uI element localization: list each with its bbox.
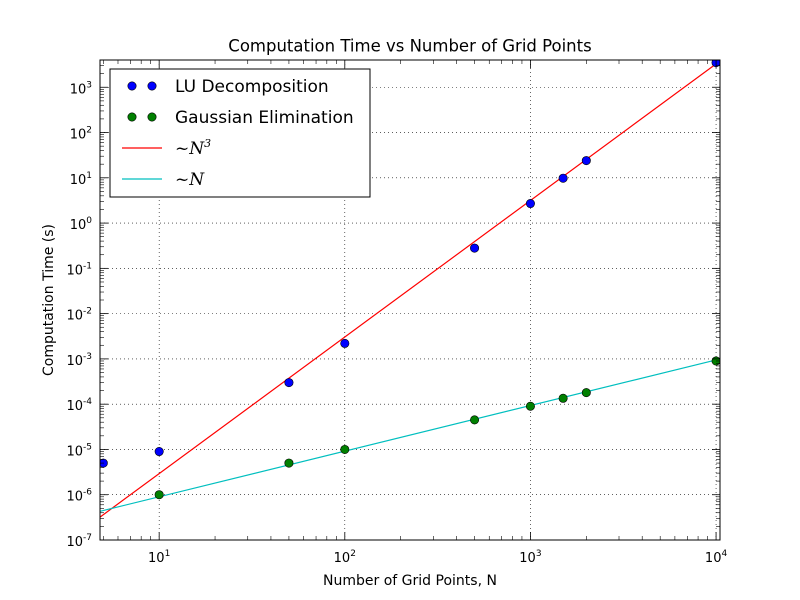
y-tick-label: 10-5: [66, 442, 92, 459]
legend-marker: [147, 81, 157, 91]
y-tick-label: 10-2: [66, 307, 92, 324]
point-lu-decomposition: [470, 243, 480, 253]
x-axis-title: Number of Grid Points, N: [323, 573, 497, 589]
point-gaussian-elimination: [558, 393, 568, 403]
y-tick-label-base-4: 10: [66, 354, 83, 369]
x-tick-label-base-1: 10: [334, 551, 351, 566]
y-tick-label-base-5: 10: [66, 309, 83, 324]
legend-marker: [147, 112, 157, 122]
y-tick-label: 101: [70, 171, 92, 188]
y-tick-label-base-1: 10: [66, 490, 83, 505]
legend-label-main: ~N: [175, 139, 205, 159]
x-tick-label-base-2: 10: [519, 551, 536, 566]
legend-marker: [127, 81, 137, 91]
legend-label-sup: 3: [204, 137, 211, 150]
point-lu-decomposition: [525, 199, 535, 209]
tick-label-layer: 101 102 103 10410-710-610-510-410-310-210-1…: [66, 80, 727, 566]
x-tick-label-exponent-1: 2: [350, 549, 356, 559]
chart-title: Computation Time vs Number of Grid Point…: [228, 37, 591, 56]
series-line-3: [100, 359, 717, 512]
y-tick-label-exponent-5: -2: [83, 307, 92, 317]
tick-layer: [100, 60, 720, 541]
y-tick-label: 10-4: [66, 397, 92, 414]
y-tick-label-base-10: 10: [70, 82, 87, 97]
x-tick-label-exponent-2: 3: [536, 549, 542, 559]
series-line-2: [100, 60, 720, 518]
legend-label: LU Decomposition: [175, 77, 329, 97]
point-gaussian-elimination: [154, 490, 164, 500]
y-tick-label-exponent-8: 1: [86, 171, 92, 181]
point-gaussian-elimination: [581, 388, 591, 398]
y-tick-label-exponent-7: 0: [86, 216, 92, 226]
x-tick-label: 103: [519, 549, 541, 566]
y-tick-label-base-7: 10: [70, 218, 87, 233]
point-lu-decomposition: [154, 447, 164, 457]
y-tick-label-exponent-2: -5: [83, 442, 92, 452]
x-tick-label: 101: [148, 549, 170, 566]
y-tick-label-exponent-1: -6: [83, 488, 92, 498]
y-tick-label-base-3: 10: [66, 399, 83, 414]
legend-entry-3: ~N: [122, 170, 205, 190]
y-tick-label: 100: [70, 216, 93, 233]
legend-entry-1: Gaussian Elimination: [127, 108, 354, 128]
point-gaussian-elimination: [470, 415, 480, 425]
y-tick-label: 10-6: [66, 488, 92, 505]
point-lu-decomposition: [558, 173, 568, 183]
y-tick-label-base-2: 10: [66, 444, 83, 459]
y-tick-label: 10-1: [66, 261, 92, 278]
y-tick-label-base-0: 10: [66, 535, 83, 550]
legend-entry-0: LU Decomposition: [127, 77, 329, 97]
x-tick-label-exponent-0: 1: [165, 549, 171, 559]
legend-label: Gaussian Elimination: [175, 108, 354, 128]
point-lu-decomposition: [581, 156, 591, 166]
y-tick-label-exponent-0: -7: [83, 533, 92, 543]
y-tick-label: 102: [70, 126, 92, 143]
y-tick-label-exponent-10: 3: [86, 80, 92, 90]
y-tick-label: 103: [70, 80, 92, 97]
x-tick-label: 102: [334, 549, 356, 566]
y-tick-label: 10-3: [66, 352, 92, 369]
point-gaussian-elimination: [525, 401, 535, 411]
legend-label-main: ~N: [175, 170, 205, 190]
y-axis-title: Computation Time (s): [41, 224, 57, 376]
y-tick-label-base-8: 10: [70, 173, 87, 188]
point-gaussian-elimination: [284, 458, 294, 468]
y-tick-label-base-6: 10: [66, 263, 83, 278]
legend-marker: [127, 112, 137, 122]
series-layer: [100, 60, 720, 518]
y-tick-label-exponent-3: -4: [83, 397, 92, 407]
legend-label: ~N3: [175, 137, 211, 159]
x-tick-label-base-3: 10: [705, 551, 722, 566]
x-tick-label-base-0: 10: [148, 551, 165, 566]
x-tick-label-exponent-3: 4: [721, 549, 727, 559]
y-tick-label-exponent-6: -1: [83, 261, 92, 271]
x-tick-label: 104: [705, 549, 728, 566]
grid-layer: [100, 60, 720, 540]
legend-entry-2: ~N3: [122, 137, 211, 159]
y-tick-label: 10-7: [66, 533, 92, 550]
point-gaussian-elimination: [340, 444, 350, 454]
y-tick-label-base-9: 10: [70, 128, 87, 143]
legend-box: [109, 68, 371, 198]
legend-label: ~N: [175, 170, 205, 190]
point-lu-decomposition: [284, 378, 294, 388]
y-tick-label-exponent-9: 2: [86, 126, 92, 136]
point-lu-decomposition: [340, 338, 350, 348]
y-tick-label-exponent-4: -3: [83, 352, 92, 362]
